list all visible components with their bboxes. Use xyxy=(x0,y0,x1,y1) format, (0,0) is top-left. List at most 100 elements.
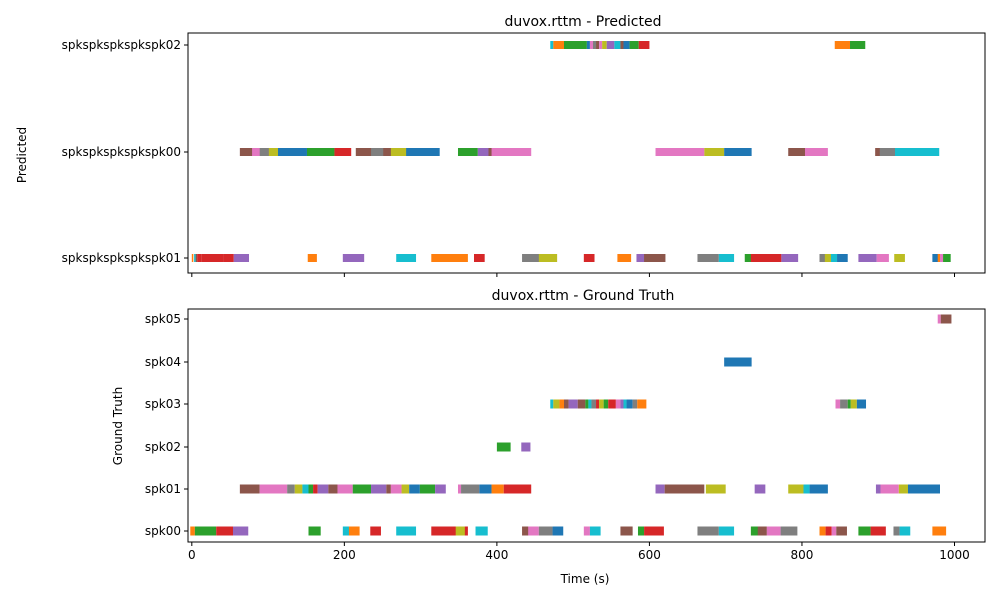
segment-spkspkspkspkspk01-19 xyxy=(718,254,735,262)
segment-spkspkspkspkspk00-13 xyxy=(477,148,491,156)
segment-spk01-27 xyxy=(788,484,804,494)
segment-spk00-29 xyxy=(831,526,837,536)
segment-spkspkspkspkspk02-10 xyxy=(614,41,621,49)
segment-spk01-19 xyxy=(461,484,480,494)
ground-truth-yticks: spk00 spk01 spk02 spk03 spk04 spk05 xyxy=(145,312,188,538)
segment-spk01-15 xyxy=(409,484,420,494)
ground-truth-title: duvox.rttm - Ground Truth xyxy=(492,288,675,304)
segment-spk00-25 xyxy=(766,526,781,536)
segment-spkspkspkspkspk01-0 xyxy=(191,254,194,262)
segment-spkspkspkspkspk01-6 xyxy=(233,254,250,262)
segment-spk03-19 xyxy=(835,399,841,409)
segment-spkspkspkspkspk01-15 xyxy=(617,254,632,262)
segment-spkspkspkspkspk01-21 xyxy=(750,254,782,262)
segment-spk03-13 xyxy=(615,399,621,409)
segment-spkspkspkspkspk00-7 xyxy=(355,148,373,156)
segment-spk00-16 xyxy=(583,526,590,536)
segment-spk01-7 xyxy=(317,484,329,494)
segment-spkspkspkspkspk01-32 xyxy=(940,254,944,262)
segment-spk01-23 xyxy=(655,484,665,494)
segment-spk00-10 xyxy=(455,526,465,536)
segment-spk00-3 xyxy=(233,526,249,536)
ground-truth-panel: duvox.rttm - Ground Truth Ground Truth T… xyxy=(111,288,986,586)
segment-spkspkspkspkspk01-2 xyxy=(195,254,198,262)
predicted-ylabel: Predicted xyxy=(15,127,29,183)
segment-spkspkspkspkspk02-12 xyxy=(623,41,630,49)
segment-spk02-0 xyxy=(496,442,511,452)
ytick-label: spk00 xyxy=(145,524,181,538)
segment-spk02-1 xyxy=(521,442,531,452)
segment-spk03-9 xyxy=(596,399,600,409)
ytick-label: spk01 xyxy=(145,482,181,496)
segment-spk03-8 xyxy=(591,399,597,409)
segment-spk01-30 xyxy=(875,484,881,494)
segment-spkspkspkspkspk01-20 xyxy=(744,254,753,262)
segment-spkspkspkspkspk01-25 xyxy=(830,254,838,262)
predicted-xticks xyxy=(191,273,955,277)
segment-spkspkspkspkspk00-16 xyxy=(655,148,705,156)
segment-spkspkspkspkspk01-28 xyxy=(876,254,889,262)
segment-spk03-6 xyxy=(585,399,589,409)
segment-spkspkspkspkspk01-14 xyxy=(583,254,595,262)
xtick-label: 800 xyxy=(791,548,814,562)
segment-spkspkspkspkspk01-4 xyxy=(201,254,224,262)
segment-spk01-6 xyxy=(313,484,318,494)
segment-spkspkspkspkspk02-16 xyxy=(850,41,866,49)
ytick-label: spk03 xyxy=(145,397,181,411)
ytick-label: spk05 xyxy=(145,312,181,326)
segment-spkspkspkspkspk00-17 xyxy=(704,148,725,156)
segment-spkspkspkspkspk02-14 xyxy=(638,41,650,49)
segment-spk03-12 xyxy=(608,399,616,409)
segment-spk01-3 xyxy=(294,484,303,494)
segment-spk00-24 xyxy=(757,526,767,536)
ground-truth-xlabel: Time (s) xyxy=(560,572,610,586)
segment-spkspkspkspkspk00-1 xyxy=(252,148,263,156)
predicted-axes-frame xyxy=(187,32,986,274)
segment-spk03-2 xyxy=(559,399,564,409)
segment-spk03-17 xyxy=(632,399,638,409)
segment-spkspkspkspkspk00-8 xyxy=(371,148,385,156)
segment-spkspkspkspkspk00-3 xyxy=(268,148,280,156)
segment-spk00-20 xyxy=(644,526,664,536)
segment-spkspkspkspkspk01-33 xyxy=(943,254,951,262)
segment-spk01-33 xyxy=(907,484,940,494)
segment-spkspkspkspkspk02-3 xyxy=(586,41,590,49)
segment-spk01-5 xyxy=(308,484,314,494)
segment-spk03-21 xyxy=(847,399,851,409)
segment-spk00-8 xyxy=(396,526,417,536)
segment-spk01-20 xyxy=(479,484,492,494)
ytick-label: spkspkspkspkspk02 xyxy=(62,38,181,52)
segment-spk00-1 xyxy=(194,526,217,536)
segment-spkspkspkspkspk01-8 xyxy=(342,254,365,262)
segment-spkspkspkspkspk00-4 xyxy=(278,148,307,156)
ground-truth-bars xyxy=(190,314,952,536)
segment-spkspkspkspkspk01-13 xyxy=(538,254,558,262)
segment-spkspkspkspkspk02-8 xyxy=(602,41,607,49)
segment-spkspkspkspkspk02-7 xyxy=(599,41,603,49)
segment-spk00-19 xyxy=(637,526,645,536)
segment-spk03-1 xyxy=(553,399,560,409)
segment-spk00-21 xyxy=(697,526,719,536)
segment-spk03-14 xyxy=(620,399,624,409)
segment-spk00-27 xyxy=(819,526,826,536)
segment-spkspkspkspkspk01-10 xyxy=(431,254,468,262)
segment-spkspkspkspkspk02-2 xyxy=(564,41,587,49)
segment-spkspkspkspkspk00-22 xyxy=(879,148,895,156)
segment-spkspkspkspkspk02-1 xyxy=(553,41,564,49)
segment-spkspkspkspkspk02-13 xyxy=(629,41,639,49)
segment-spkspkspkspkspk01-3 xyxy=(197,254,202,262)
segment-spk00-14 xyxy=(538,526,553,536)
segment-spk00-15 xyxy=(552,526,564,536)
segment-spk00-22 xyxy=(718,526,735,536)
segment-spkspkspkspkspk02-4 xyxy=(589,41,593,49)
xtick-label: 600 xyxy=(638,548,661,562)
predicted-yticks: spkspkspkspkspk01 spkspkspkspkspk00 spkspk… xyxy=(62,38,188,265)
segment-spk03-11 xyxy=(603,399,609,409)
segment-spk03-4 xyxy=(568,399,578,409)
segment-spkspkspkspkspk01-1 xyxy=(194,254,196,262)
segment-spk01-25 xyxy=(705,484,726,494)
segment-spk03-23 xyxy=(856,399,867,409)
segment-spk00-4 xyxy=(308,526,321,536)
segment-spk00-7 xyxy=(370,526,381,536)
predicted-panel: duvox.rttm - Predicted Predicted spkspks… xyxy=(15,14,986,277)
